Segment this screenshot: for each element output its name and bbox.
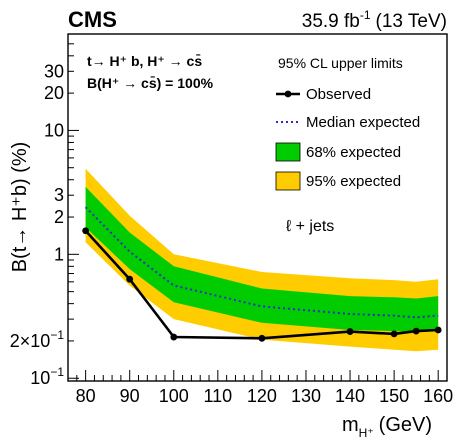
legend-band68-label: 68% expected <box>306 144 401 161</box>
observed-point <box>170 333 178 341</box>
y-tick-label: 20 <box>44 83 64 103</box>
legend-observed-marker <box>284 90 292 98</box>
experiment-label: CMS <box>68 7 117 32</box>
legend-median-label: Median expected <box>306 114 420 131</box>
legend: Observed Median expected 68% expected 95% e… <box>275 86 420 191</box>
observed-point <box>258 334 266 342</box>
x-axis-title-subscript: H⁺ <box>359 426 374 440</box>
x-tick-label: 80 <box>76 386 96 406</box>
x-tick-label: 130 <box>291 386 321 406</box>
x-tick-label: 90 <box>120 386 140 406</box>
y-axis-title: B(t→ H⁺b) (%) <box>9 142 31 273</box>
observed-line <box>84 229 439 340</box>
limit-lines <box>82 206 442 342</box>
observed-point <box>412 327 420 335</box>
y-tick-label: 3 <box>54 185 64 205</box>
x-axis-title: mH⁺ (GeV) <box>342 414 432 440</box>
expected-bands <box>85 168 439 352</box>
observed-point <box>346 328 354 335</box>
channel-label: ℓ + jets <box>286 218 334 235</box>
x-tick-label: 120 <box>247 386 277 406</box>
observed-point <box>390 330 398 338</box>
x-tick-label: 110 <box>203 386 232 406</box>
y-tick-label: 2×10−1 <box>10 328 65 351</box>
observed-point <box>82 227 90 235</box>
legend-band95-swatch <box>275 171 301 191</box>
y-tick-label: 10−1 <box>30 365 64 388</box>
observed-point <box>434 326 442 334</box>
x-tick-label: 140 <box>335 386 365 406</box>
band-68-expected <box>85 186 439 333</box>
legend-title: 95% CL upper limits <box>278 55 403 71</box>
x-axis: 80 90 100 110 120 130 140 150 160 <box>67 370 453 406</box>
branching-label: B(H⁺ → cs̄) = 100% <box>87 74 214 91</box>
process-label: t→ H⁺ b, H⁺ → cs̄ <box>87 52 202 69</box>
lumi-energy-label: 35.9 fb-1 (13 TeV) <box>302 8 447 32</box>
legend-observed-label: Observed <box>306 86 371 103</box>
legend-band95-label: 95% expected <box>306 173 401 190</box>
y-tick-label: 30 <box>44 61 64 81</box>
legend-band68-swatch <box>275 142 301 162</box>
median-expected-line <box>84 206 439 319</box>
x-axis-title-unit: (GeV) <box>379 414 432 436</box>
luminosity-label: 35.9 fb <box>302 11 360 32</box>
observed-point <box>126 275 134 283</box>
y-tick-label: 1 <box>54 244 64 264</box>
y-tick-label: 10 <box>44 120 64 140</box>
y-tick-label: 2 <box>54 207 64 227</box>
x-tick-label: 150 <box>379 386 409 406</box>
luminosity-exponent: -1 <box>360 8 371 22</box>
x-axis-title-main: m <box>342 414 359 436</box>
x-tick-label: 160 <box>423 386 453 406</box>
energy-label: (13 TeV) <box>376 11 447 32</box>
plot-frame <box>67 33 448 382</box>
x-tick-label: 100 <box>159 386 189 406</box>
